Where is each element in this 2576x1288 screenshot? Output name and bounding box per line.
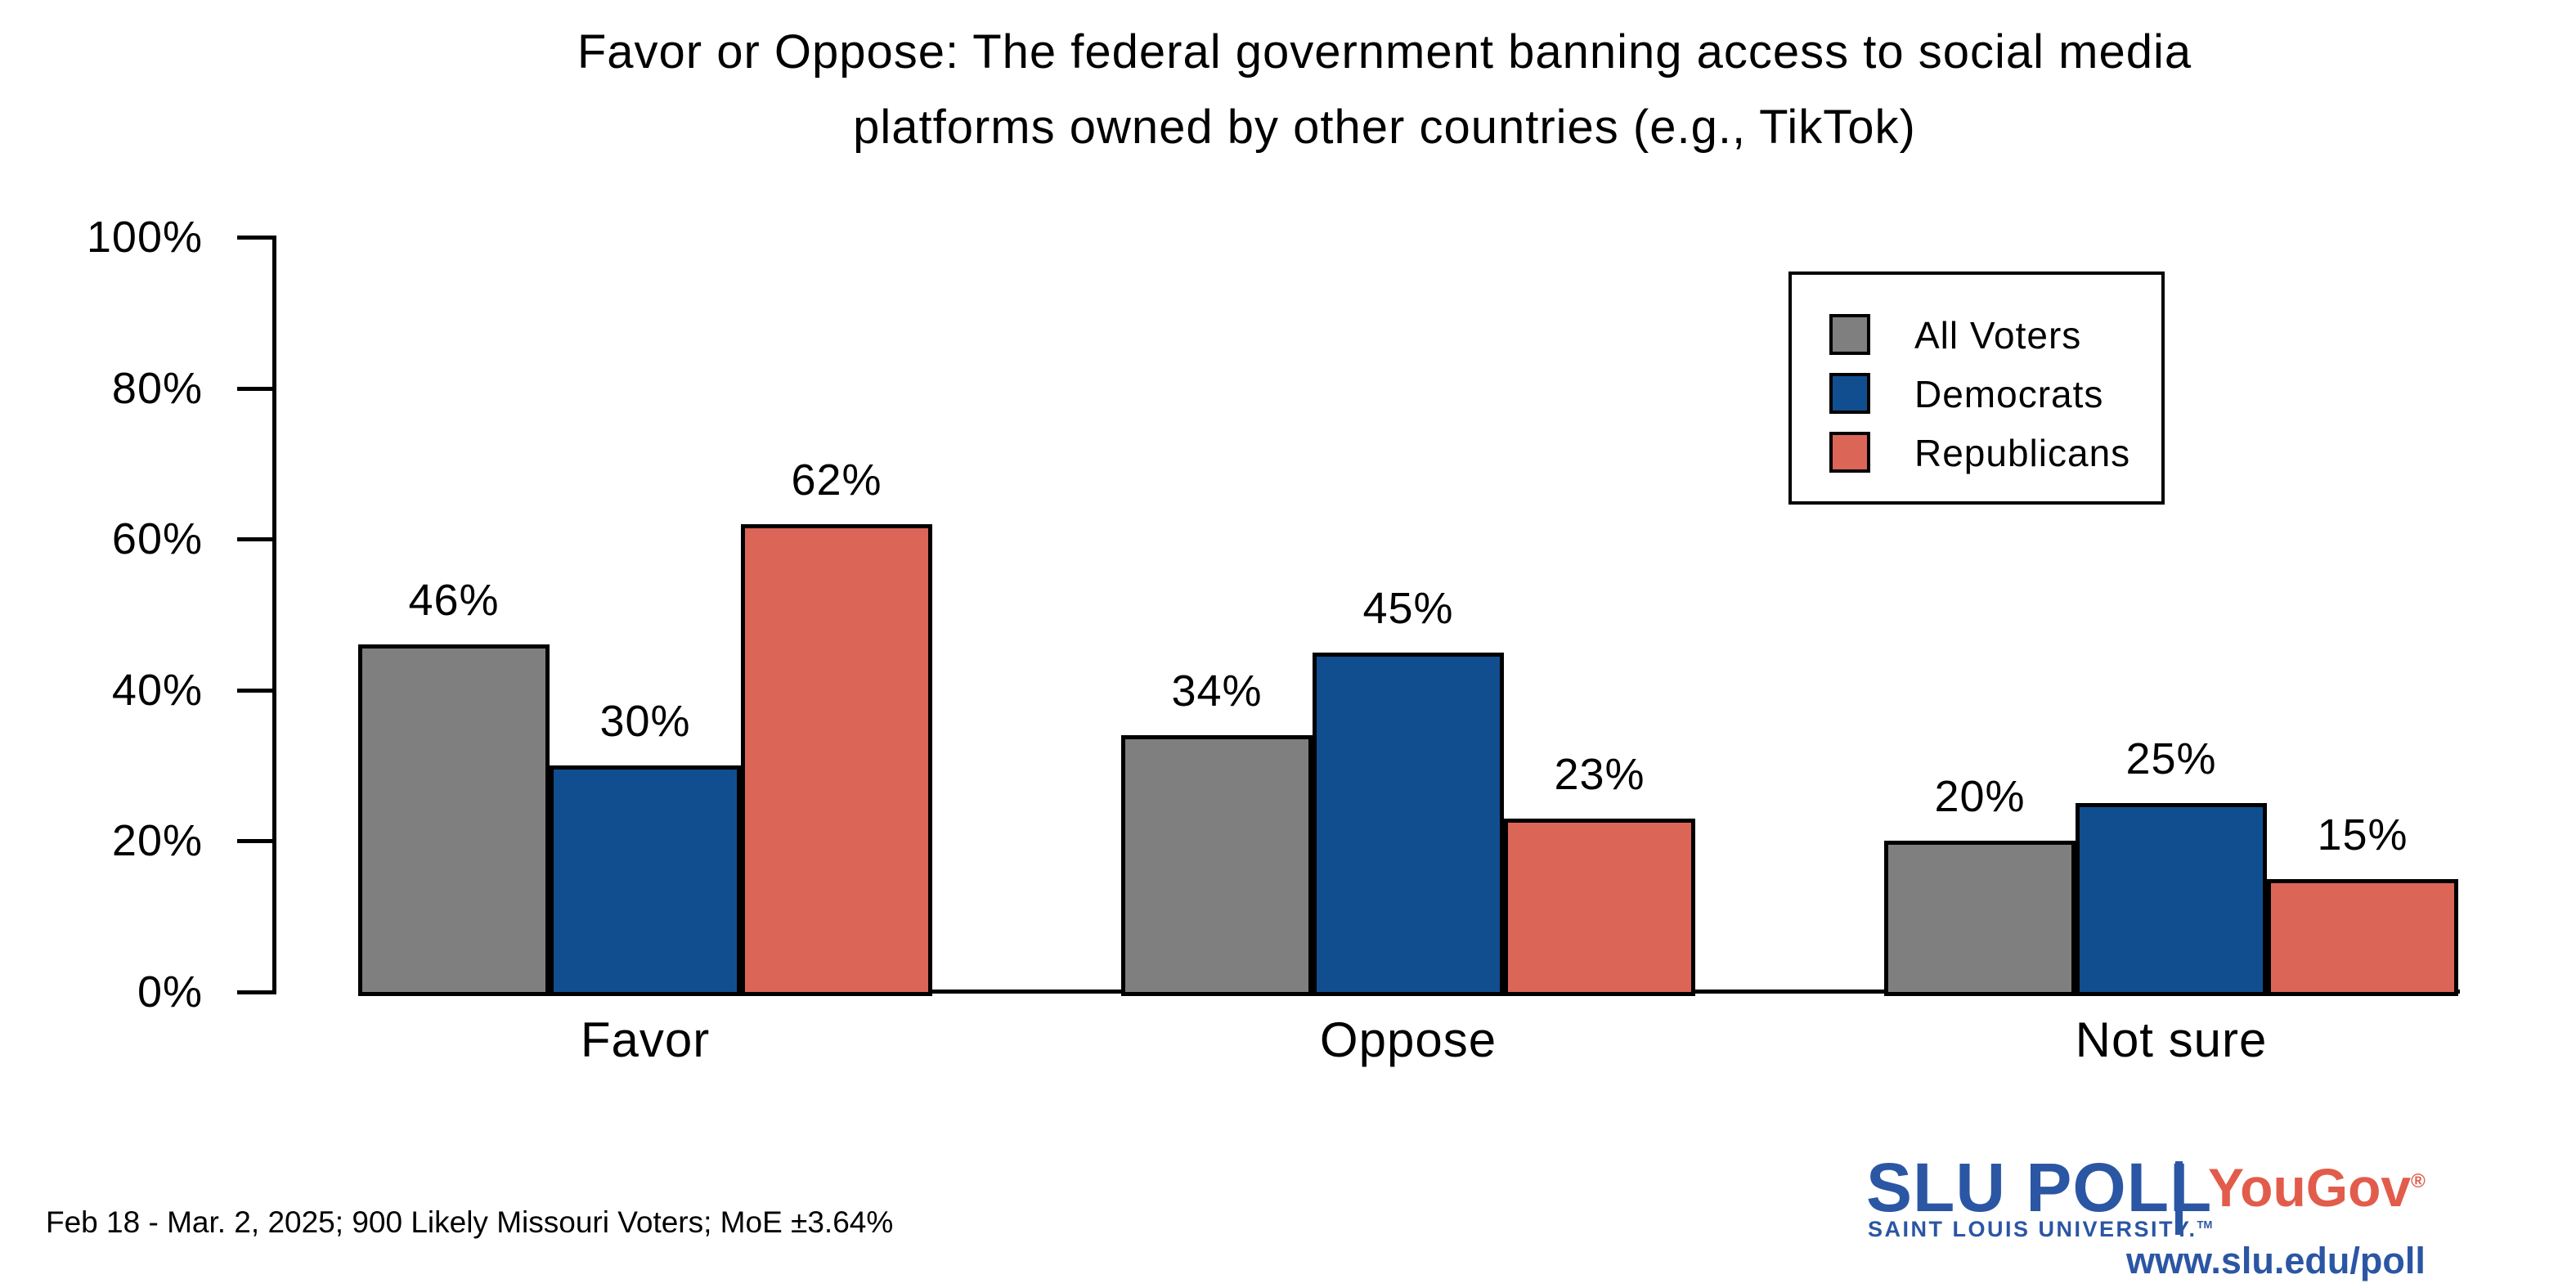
y-axis-tick xyxy=(237,236,272,240)
y-axis-tick xyxy=(237,689,272,693)
slu-poll-logo: SLU POLL xyxy=(1866,1148,2212,1227)
y-axis-tick xyxy=(237,990,272,994)
legend-box: All Voters Democrats Republicans xyxy=(1788,272,2165,505)
y-axis-tick xyxy=(237,387,272,391)
slu-trademark-symbol: TM xyxy=(2197,1218,2213,1231)
bar-value-republicans-oppose: 23% xyxy=(1554,750,1645,799)
bar-value-republicans-not-sure: 15% xyxy=(2317,810,2408,859)
y-axis-line xyxy=(272,236,276,994)
footnote-text: Feb 18 - Mar. 2, 2025; 900 Likely Missou… xyxy=(46,1205,894,1239)
bar-value-all-voters-oppose: 34% xyxy=(1171,666,1263,716)
legend-label-democrats: Democrats xyxy=(1914,373,2104,415)
y-axis-tick-label: 80% xyxy=(111,364,203,413)
y-axis-tick xyxy=(237,537,272,541)
slu-poll-url: www.slu.edu/poll xyxy=(2126,1240,2426,1281)
yougov-logo-text: YouGov xyxy=(2208,1157,2412,1218)
y-axis-tick-label: 40% xyxy=(111,666,203,715)
category-label-favor: Favor xyxy=(580,1012,711,1067)
y-axis-tick-label: 0% xyxy=(137,967,203,1016)
bar-republicans-not-sure xyxy=(2267,879,2458,996)
bar-value-democrats-not-sure: 25% xyxy=(2125,734,2217,783)
legend-swatch-all-voters xyxy=(1829,314,1870,355)
y-axis-tick-label: 100% xyxy=(86,213,203,262)
y-axis-tick-label: 20% xyxy=(111,816,203,865)
bar-democrats-oppose xyxy=(1313,653,1504,996)
category-label-oppose: Oppose xyxy=(1319,1012,1497,1067)
legend-label-republicans: Republicans xyxy=(1914,432,2131,474)
chart-title: Favor or Oppose: The federal government … xyxy=(275,15,2494,165)
yougov-registered-symbol: ® xyxy=(2411,1170,2426,1192)
bar-value-all-voters-favor: 46% xyxy=(408,576,500,625)
slu-university-wordmark: SAINT LOUIS UNIVERSITY.TM xyxy=(1868,1217,2212,1242)
bar-republicans-favor xyxy=(741,524,932,996)
bar-value-democrats-oppose: 45% xyxy=(1362,584,1454,633)
bar-value-all-voters-not-sure: 20% xyxy=(1934,772,2026,821)
legend-row-republicans: Republicans xyxy=(1792,432,2161,474)
y-axis-tick-label: 60% xyxy=(111,514,203,563)
chart-title-line2: platforms owned by other countries (e.g.… xyxy=(853,101,1916,154)
bar-value-democrats-favor: 30% xyxy=(599,697,691,746)
brand-divider-bar xyxy=(2175,1161,2183,1235)
bar-value-republicans-favor: 62% xyxy=(791,456,882,505)
legend-row-democrats: Democrats xyxy=(1792,373,2161,415)
legend-row-all-voters: All Voters xyxy=(1792,314,2161,357)
bar-democrats-favor xyxy=(550,765,741,996)
slu-university-text: SAINT LOUIS UNIVERSITY. xyxy=(1868,1217,2197,1241)
bar-all-voters-not-sure xyxy=(1884,841,2076,996)
bar-republicans-oppose xyxy=(1504,819,1695,996)
chart-title-line1: Favor or Oppose: The federal government … xyxy=(577,25,2192,79)
legend-label-all-voters: All Voters xyxy=(1914,314,2082,357)
yougov-logo: YouGov® xyxy=(2208,1156,2426,1218)
bar-all-voters-oppose xyxy=(1121,735,1313,996)
bar-democrats-not-sure xyxy=(2076,803,2267,996)
category-label-not-sure: Not sure xyxy=(2075,1012,2268,1067)
slu-poll-logo-text: SLU POLL xyxy=(1866,1149,2213,1226)
y-axis-tick xyxy=(237,839,272,843)
legend-swatch-republicans xyxy=(1829,432,1870,473)
legend-swatch-democrats xyxy=(1829,373,1870,414)
bar-all-voters-favor xyxy=(358,644,550,996)
